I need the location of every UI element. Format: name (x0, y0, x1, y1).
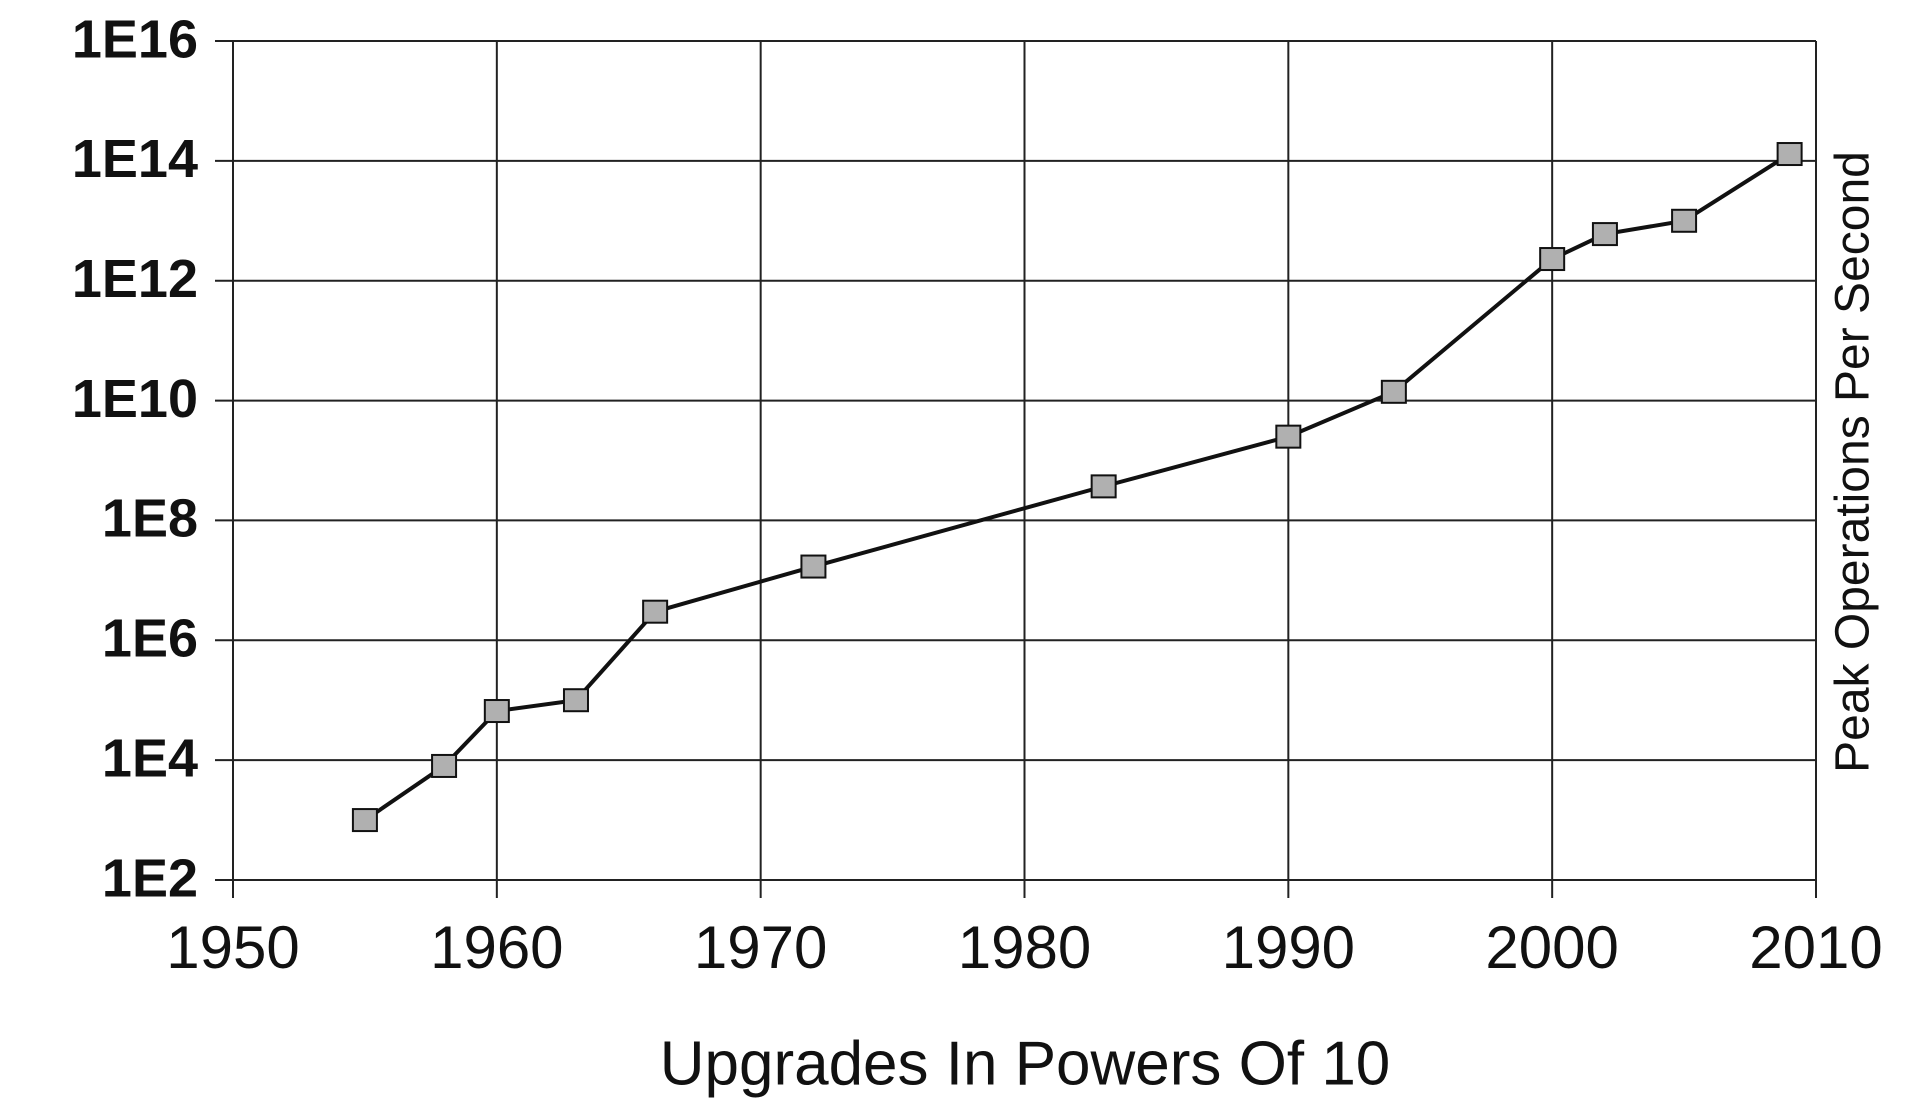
x-tick-label: 1990 (1222, 914, 1355, 981)
y-tick-label: 1E16 (72, 9, 198, 69)
x-tick-label: 1970 (694, 914, 827, 981)
y-tick-label: 1E10 (72, 369, 198, 429)
y-tick-label: 1E14 (72, 129, 198, 189)
marker (1090, 474, 1117, 499)
marker (1380, 379, 1407, 404)
y-tick-label: 1E12 (72, 249, 198, 309)
x-tick-label: 1980 (958, 914, 1091, 981)
marker (1776, 142, 1803, 167)
marker (642, 599, 669, 624)
x-tick-label: 1960 (430, 914, 563, 981)
y-tick-label: 1E8 (102, 489, 198, 549)
line (363, 152, 1791, 822)
marker (562, 688, 589, 713)
y-axis-title: Peak Operations Per Second (1827, 151, 1880, 773)
marker (1671, 208, 1698, 233)
x-tick-label: 2000 (1485, 914, 1618, 981)
marker (800, 554, 827, 579)
marker (1275, 424, 1302, 449)
y-tick-label: 1E4 (102, 728, 198, 788)
marker (431, 753, 458, 778)
x-tick-label: 2010 (1749, 914, 1882, 981)
marker (1539, 247, 1566, 272)
x-tick-label: 1950 (166, 914, 299, 981)
y-tick-label: 1E6 (102, 609, 198, 669)
x-axis-title: Upgrades In Powers Of 10 (660, 1029, 1391, 1098)
y-tick-label: 1E2 (102, 848, 198, 908)
marker (483, 699, 510, 724)
marker (1591, 222, 1618, 247)
marker (351, 808, 378, 833)
